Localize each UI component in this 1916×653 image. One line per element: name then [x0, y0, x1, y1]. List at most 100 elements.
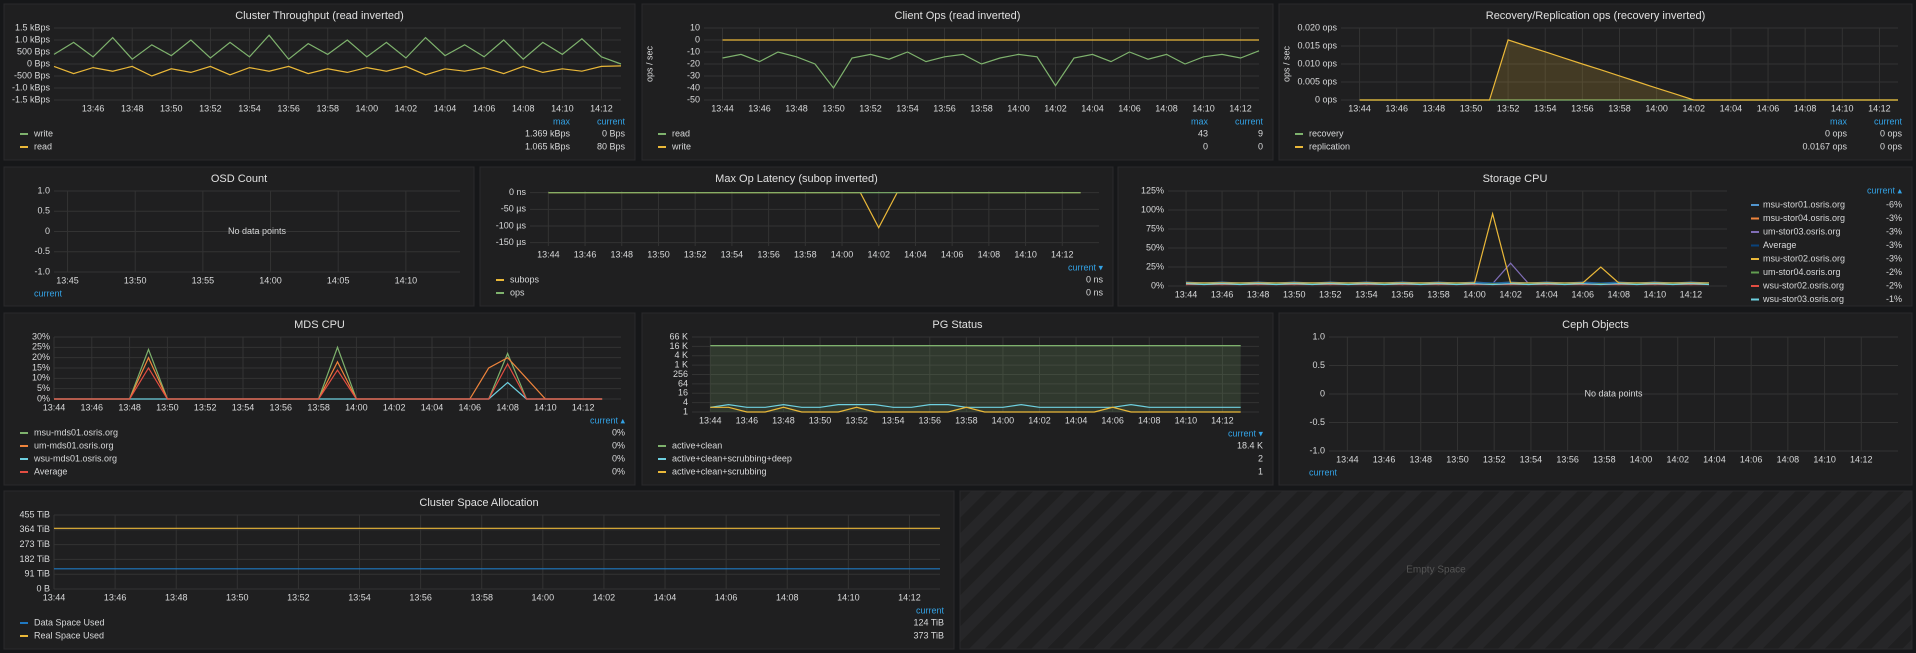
x-tick-label: 14:10 [1813, 454, 1836, 464]
legend-value: 0% [612, 453, 625, 463]
legend-swatch [1751, 204, 1759, 206]
y-tick-label: 0.020 ops [1297, 22, 1337, 32]
legend-label: um-stor04.osris.org [1763, 267, 1841, 277]
x-tick-label: 13:50 [1446, 454, 1469, 464]
y-tick-label: 256 [673, 369, 688, 379]
legend-value: 0 [1258, 141, 1263, 151]
y-tick-label: -1.0 [34, 266, 50, 276]
x-tick-label: 14:05 [327, 275, 350, 285]
legend-header: current [597, 116, 626, 126]
x-tick-label: 14:08 [1155, 103, 1178, 113]
x-tick-label: 14:10 [534, 402, 557, 412]
legend-swatch [1295, 133, 1303, 135]
x-tick-label: 13:56 [270, 402, 293, 412]
legend-label: replication [1309, 141, 1350, 151]
x-tick-label: 13:46 [1385, 103, 1408, 113]
x-tick-label: 13:58 [316, 103, 339, 113]
y-tick-label: 0% [37, 393, 50, 403]
y-tick-label: -20 [687, 58, 700, 68]
x-tick-label: 13:50 [647, 249, 670, 259]
x-tick-label: 13:54 [238, 103, 261, 113]
y-tick-label: 125% [1141, 185, 1164, 195]
legend-swatch [1751, 285, 1759, 287]
x-tick-label: 14:04 [1065, 415, 1088, 425]
x-tick-label: 14:00 [1007, 103, 1030, 113]
x-tick-label: 13:44 [43, 592, 66, 602]
x-tick-label: 13:52 [1319, 289, 1342, 299]
legend-swatch [20, 432, 28, 434]
y-tick-label: 10 [690, 22, 700, 32]
x-tick-label: 14:12 [1680, 289, 1703, 299]
y-tick-label: 4 K [674, 350, 688, 360]
legend-swatch [496, 279, 504, 281]
x-tick-label: 14:08 [1138, 415, 1161, 425]
x-tick-label: 14:02 [1499, 289, 1522, 299]
legend-value: 1.369 kBps [525, 128, 571, 138]
x-tick-label: 13:50 [809, 415, 832, 425]
y-tick-label: -50 µs [501, 204, 527, 214]
legend-header: current [916, 605, 945, 615]
x-tick-label: 13:44 [537, 249, 560, 259]
legend-label: Average [34, 466, 67, 476]
x-tick-label: 14:08 [1608, 289, 1631, 299]
y-tick-label: 66 K [669, 331, 688, 341]
x-tick-label: 14:10 [1192, 103, 1215, 113]
x-tick-label: 14:06 [1101, 415, 1124, 425]
y-tick-label: 0 [1320, 388, 1325, 398]
legend-label: Data Space Used [34, 617, 105, 627]
x-tick-label: 13:50 [124, 275, 147, 285]
x-tick-label: 13:58 [1593, 454, 1616, 464]
y-tick-label: 0.005 ops [1297, 76, 1337, 86]
legend-swatch [20, 445, 28, 447]
x-tick-label: 14:04 [654, 592, 677, 602]
x-tick-label: 13:56 [757, 249, 780, 259]
y-tick-label: 75% [1146, 223, 1164, 233]
y-tick-label: -500 Bps [14, 70, 51, 80]
series-line [53, 34, 622, 65]
y-tick-label: -40 [687, 82, 700, 92]
legend-swatch [1751, 258, 1759, 260]
legend-label: active+clean [672, 440, 722, 450]
panel [641, 3, 1274, 161]
y-tick-label: 0 ops [1315, 94, 1338, 104]
x-tick-label: 14:00 [1463, 289, 1486, 299]
legend-swatch [1751, 231, 1759, 233]
legend-value: 0 [1203, 141, 1208, 151]
legend-header: current [1874, 116, 1903, 126]
panel [3, 490, 955, 650]
legend-label: active+clean+scrubbing+deep [672, 453, 792, 463]
x-tick-label: 13:44 [43, 402, 66, 412]
x-tick-label: 13:44 [711, 103, 734, 113]
y-tick-label: 16 [678, 388, 688, 398]
x-tick-label: 13:50 [226, 592, 249, 602]
x-tick-label: 14:00 [259, 275, 282, 285]
x-tick-label: 14:06 [1571, 289, 1594, 299]
legend-value: 0 ops [1825, 128, 1848, 138]
legend-label: wsu-stor03.osris.org [1762, 294, 1844, 304]
x-tick-label: 13:50 [160, 103, 183, 113]
legend-label: write [671, 141, 691, 151]
series-area [710, 345, 1241, 412]
legend-label: write [33, 128, 53, 138]
y-tick-label: 20% [32, 352, 50, 362]
x-tick-label: 14:08 [512, 103, 535, 113]
x-tick-label: 13:58 [307, 402, 330, 412]
legend-swatch [658, 458, 666, 460]
x-tick-label: 13:46 [104, 592, 127, 602]
legend-label: Average [1763, 240, 1796, 250]
x-tick-label: 13:46 [1211, 289, 1234, 299]
legend-swatch [658, 146, 666, 148]
y-tick-label: 500 Bps [17, 46, 51, 56]
x-tick-label: 13:48 [1410, 454, 1433, 464]
panel-title: MDS CPU [294, 319, 345, 331]
y-tick-label: -50 [687, 94, 700, 104]
x-tick-label: 14:08 [496, 402, 519, 412]
y-tick-label: 1.5 kBps [15, 22, 51, 32]
panel-title: Max Op Latency (subop inverted) [715, 173, 878, 185]
legend-value: -2% [1886, 267, 1902, 277]
legend-label: active+clean+scrubbing [672, 466, 767, 476]
x-tick-label: 13:56 [919, 415, 942, 425]
legend-swatch [1751, 217, 1759, 220]
x-tick-label: 13:56 [1391, 289, 1414, 299]
